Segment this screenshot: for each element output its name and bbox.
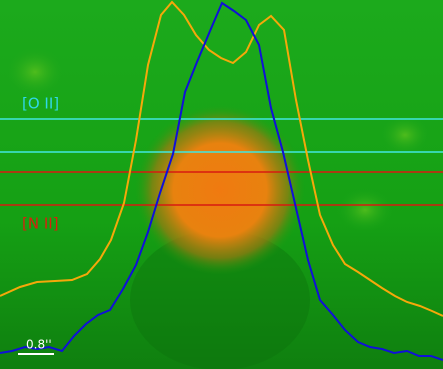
slit-label: [O II] xyxy=(22,95,59,113)
shadow xyxy=(130,230,310,369)
profile-curve xyxy=(0,0,443,317)
source xyxy=(380,115,430,155)
slit-label: [N II] xyxy=(22,215,59,233)
profile-curve xyxy=(0,1,443,361)
galaxy xyxy=(135,105,305,275)
source xyxy=(5,47,65,97)
scale-label: 0.8'' xyxy=(26,338,52,352)
source xyxy=(337,188,393,232)
